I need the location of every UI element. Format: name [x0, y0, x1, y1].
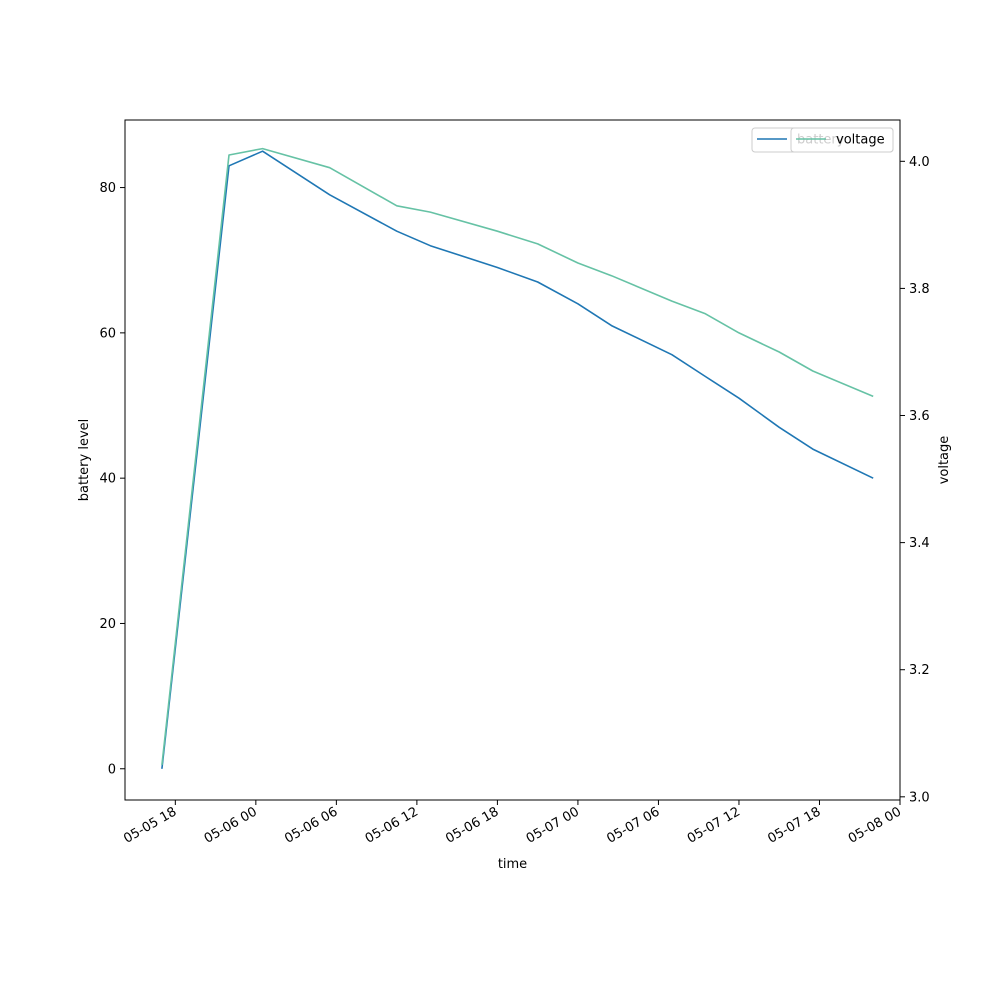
x-tick-label: 05-08 00	[846, 804, 904, 846]
x-tick-label: 05-06 12	[363, 804, 421, 846]
series-line-voltage	[161, 147, 874, 766]
x-tick-label: 05-07 12	[685, 804, 743, 846]
y-tick-label-right: 3.8	[909, 282, 930, 297]
y-tick-label-left: 40	[99, 472, 116, 487]
x-tick-label: 05-06 18	[443, 804, 501, 846]
legend-label-voltage: voltage	[836, 133, 885, 148]
x-axis-label: time	[498, 857, 527, 872]
y-tick-label-left: 60	[99, 326, 116, 341]
y-tick-label-right: 3.4	[909, 536, 930, 551]
y-tick-label-right: 3.2	[909, 663, 930, 678]
y-tick-label-left: 20	[99, 617, 116, 632]
x-tick-label: 05-07 18	[765, 804, 823, 846]
x-tick-label: 05-06 00	[202, 804, 260, 846]
legend-box-voltage	[790, 127, 894, 153]
y-tick-label-left: 0	[108, 762, 116, 777]
series-line-battery	[161, 150, 874, 769]
x-tick-label: 05-07 00	[524, 804, 582, 846]
y-axis-label-right: voltage	[937, 436, 952, 485]
y-tick-label-right: 3.6	[909, 409, 930, 424]
y-tick-label-right: 4.0	[909, 155, 930, 170]
x-tick-label: 05-05 18	[121, 804, 179, 846]
y-axis-label-left: battery level	[77, 419, 92, 502]
x-tick-label: 05-07 06	[604, 804, 662, 846]
axes-frame	[124, 119, 901, 801]
y-tick-label-right: 3.0	[909, 790, 930, 805]
y-tick-label-left: 80	[99, 181, 116, 196]
x-tick-label: 05-06 06	[282, 804, 340, 846]
